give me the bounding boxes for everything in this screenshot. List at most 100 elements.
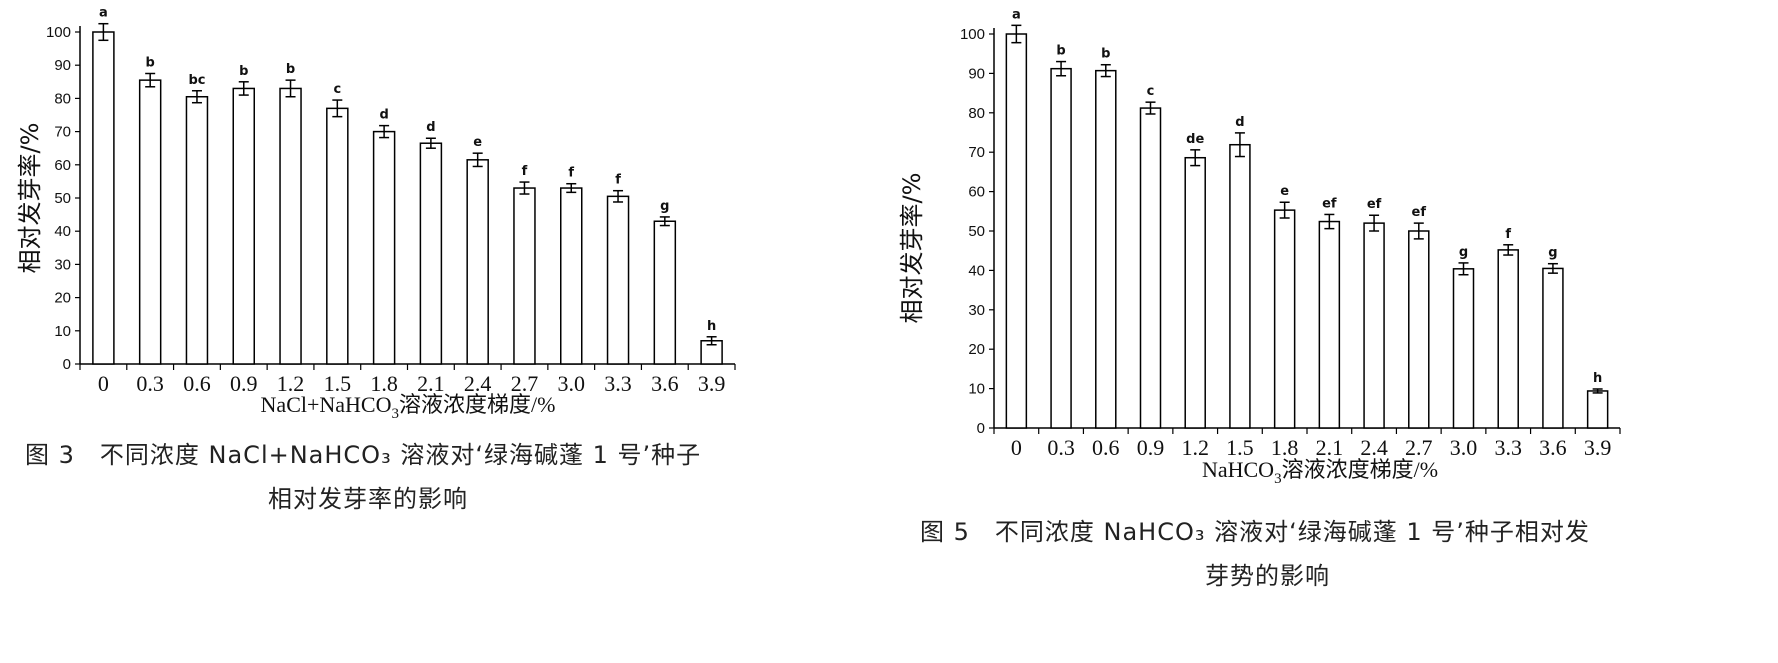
y-tick-label: 90 bbox=[968, 65, 985, 82]
x-tick-label: 0.6 bbox=[1092, 435, 1120, 460]
x-tick-label: 0.9 bbox=[230, 371, 258, 396]
significance-label: f bbox=[522, 164, 528, 179]
bar bbox=[1139, 107, 1162, 429]
bar bbox=[1005, 33, 1028, 429]
x-tick-label: 3.6 bbox=[1539, 435, 1567, 460]
x-tick-label: 2.1 bbox=[417, 371, 445, 396]
bar bbox=[653, 220, 677, 365]
y-tick-label: 40 bbox=[54, 223, 71, 240]
y-tick-label: 60 bbox=[54, 157, 71, 174]
bar bbox=[513, 187, 536, 365]
x-axis-title: NaCl+NaHCO3溶液浓度梯度/% bbox=[261, 392, 556, 422]
bar bbox=[1095, 69, 1117, 429]
y-tick-label: 40 bbox=[968, 262, 985, 279]
y-tick-label: 60 bbox=[968, 184, 985, 201]
bar bbox=[372, 130, 396, 365]
bar bbox=[138, 79, 162, 365]
y-tick-label: 90 bbox=[54, 57, 71, 74]
significance-label: a bbox=[99, 6, 108, 21]
significance-label: e bbox=[473, 135, 482, 150]
bar bbox=[560, 187, 583, 365]
figure3-caption-line1: 图 3 不同浓度 NaCl+NaHCO₃ 溶液对‘绿海碱蓬 1 号’种子 bbox=[25, 441, 702, 469]
significance-label: c bbox=[333, 82, 341, 97]
y-tick-label: 10 bbox=[54, 323, 71, 340]
bar bbox=[606, 195, 630, 365]
x-tick-label: 0.6 bbox=[183, 371, 211, 396]
significance-label: b bbox=[146, 56, 155, 71]
y-tick-label: 50 bbox=[968, 223, 985, 240]
x-tick-label: 1.2 bbox=[1181, 435, 1209, 460]
significance-label: h bbox=[1593, 371, 1602, 386]
bar bbox=[466, 159, 489, 365]
bar bbox=[1229, 143, 1251, 429]
bar bbox=[92, 31, 115, 365]
bar bbox=[419, 142, 443, 365]
x-tick-label: 3.9 bbox=[1584, 435, 1612, 460]
y-tick-label: 80 bbox=[54, 90, 71, 107]
x-tick-label: 1.8 bbox=[370, 371, 398, 396]
significance-label: d bbox=[379, 108, 388, 123]
y-tick-label: 30 bbox=[968, 302, 985, 319]
x-tick-label: 3.3 bbox=[604, 371, 632, 396]
significance-label: bc bbox=[188, 73, 205, 88]
bar bbox=[1586, 390, 1609, 429]
chart-nacl-nahco3: 0 10 20 30 40 50 60 70 80 90 100 a 0 b 0.3 bc 0.6 b 0.9 b 1.… bbox=[16, 6, 736, 422]
bar bbox=[1050, 67, 1072, 429]
significance-label: d bbox=[426, 120, 435, 135]
bar bbox=[1184, 156, 1206, 429]
x-tick-label: 2.4 bbox=[1360, 435, 1388, 460]
bar bbox=[232, 87, 255, 365]
significance-label: ef bbox=[1322, 196, 1337, 211]
significance-label: b bbox=[1056, 44, 1065, 59]
x-tick-label: 0 bbox=[98, 371, 109, 396]
bar bbox=[1452, 268, 1475, 429]
y-tick-label: 50 bbox=[54, 190, 71, 207]
significance-label: f bbox=[568, 166, 574, 181]
x-tick-label: 2.7 bbox=[1405, 435, 1433, 460]
significance-label: c bbox=[1147, 84, 1155, 99]
x-tick-label: 0 bbox=[1011, 435, 1022, 460]
significance-label: d bbox=[1235, 115, 1244, 130]
significance-label: b bbox=[1101, 47, 1110, 62]
x-tick-label: 3.3 bbox=[1494, 435, 1522, 460]
y-tick-label: 0 bbox=[977, 420, 985, 437]
significance-label: a bbox=[1012, 7, 1021, 22]
bar bbox=[1542, 267, 1564, 429]
y-tick-label: 100 bbox=[960, 26, 985, 43]
bar bbox=[1273, 209, 1296, 429]
figure5-caption-line1: 图 5 不同浓度 NaHCO₃ 溶液对‘绿海碱蓬 1 号’种子相对发 bbox=[920, 518, 1590, 546]
x-tick-label: 3.0 bbox=[1450, 435, 1478, 460]
significance-label: e bbox=[1280, 184, 1289, 199]
x-tick-label: 0.3 bbox=[1047, 435, 1075, 460]
significance-label: ef bbox=[1367, 197, 1382, 212]
x-tick-label: 1.2 bbox=[277, 371, 305, 396]
y-tick-label: 20 bbox=[54, 290, 71, 307]
bar bbox=[279, 87, 302, 365]
x-tick-label: 2.1 bbox=[1316, 435, 1344, 460]
x-tick-label: 0.9 bbox=[1137, 435, 1165, 460]
y-tick-label: 0 bbox=[63, 356, 71, 373]
significance-label: g bbox=[1459, 245, 1468, 260]
bar bbox=[1318, 220, 1341, 429]
bar bbox=[1497, 249, 1519, 429]
x-tick-label: 0.3 bbox=[136, 371, 164, 396]
bar bbox=[185, 95, 209, 365]
y-tick-label: 80 bbox=[968, 105, 985, 122]
significance-label: g bbox=[660, 199, 669, 214]
bar bbox=[1363, 222, 1385, 429]
significance-label: de bbox=[1186, 132, 1204, 147]
significance-label: g bbox=[1548, 246, 1557, 261]
x-tick-label: 2.7 bbox=[511, 371, 539, 396]
significance-label: h bbox=[707, 319, 716, 334]
significance-label: b bbox=[286, 62, 295, 77]
x-tick-label: 3.0 bbox=[558, 371, 586, 396]
x-tick-label: 1.5 bbox=[1226, 435, 1254, 460]
x-tick-label: 1.8 bbox=[1271, 435, 1299, 460]
y-axis-title: 相对发芽率/% bbox=[898, 173, 926, 324]
x-tick-label: 3.6 bbox=[651, 371, 679, 396]
chart-nahco3: 0102030405060708090100a0b0.3b0.6c0.9de1.… bbox=[898, 7, 1621, 487]
significance-label: b bbox=[239, 64, 248, 79]
y-tick-label: 70 bbox=[54, 124, 71, 141]
x-tick-label: 2.4 bbox=[464, 371, 492, 396]
x-tick-label: 3.9 bbox=[698, 371, 726, 396]
